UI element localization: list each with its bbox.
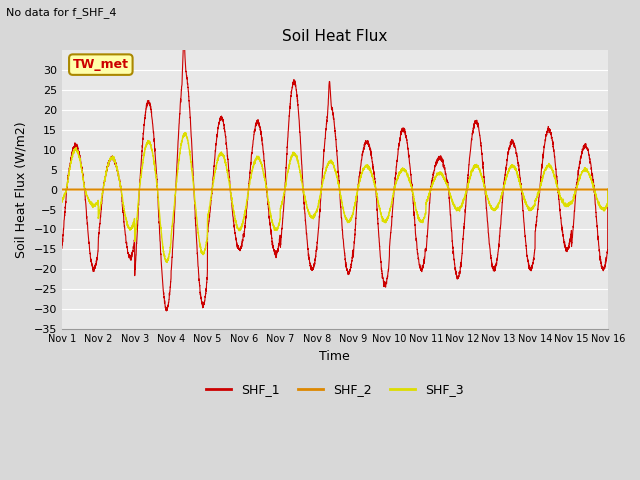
Text: TW_met: TW_met: [73, 58, 129, 71]
X-axis label: Time: Time: [319, 350, 350, 363]
Y-axis label: Soil Heat Flux (W/m2): Soil Heat Flux (W/m2): [15, 121, 28, 258]
Text: No data for f_SHF_4: No data for f_SHF_4: [6, 7, 117, 18]
Legend: SHF_1, SHF_2, SHF_3: SHF_1, SHF_2, SHF_3: [201, 378, 469, 401]
Title: Soil Heat Flux: Soil Heat Flux: [282, 29, 388, 44]
